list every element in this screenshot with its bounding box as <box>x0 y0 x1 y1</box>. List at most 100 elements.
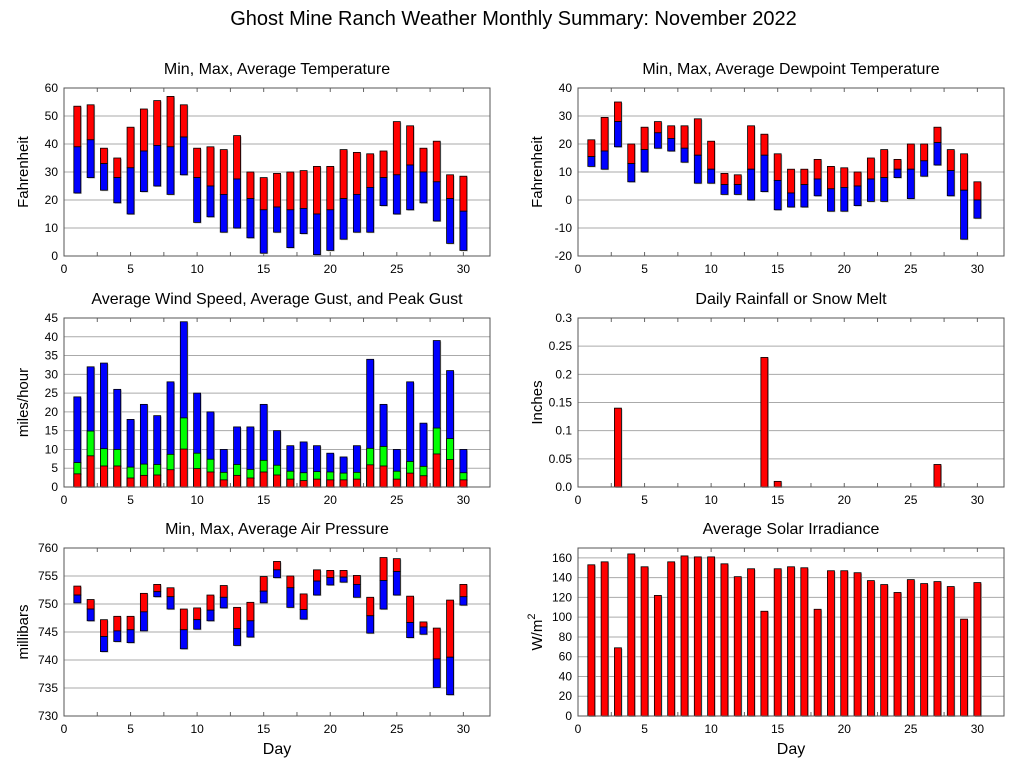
bar-min-segment <box>406 622 415 638</box>
bar-min-segment <box>366 615 375 634</box>
bar-max-segment <box>840 167 849 188</box>
x-tick-label: 0 <box>61 262 68 276</box>
y-tick-label: 40 <box>45 330 59 344</box>
bar-min-segment <box>352 193 361 233</box>
bar-average-wind <box>419 475 428 488</box>
bar-max-segment <box>733 174 742 186</box>
bar-max-segment <box>166 587 175 598</box>
x-tick-label: 15 <box>257 493 271 507</box>
y-tick-label: 10 <box>45 221 59 235</box>
bar-max-segment <box>446 599 454 658</box>
bar-min-segment <box>246 620 255 638</box>
bar-average-wind <box>126 477 135 488</box>
bar-max-segment <box>126 615 135 631</box>
bar-max-segment <box>73 585 82 596</box>
bar-max-segment <box>193 607 202 621</box>
y-axis-label: Fahrenheit <box>15 135 32 208</box>
bar-average-wind <box>366 464 375 488</box>
y-tick-label: 60 <box>559 650 573 664</box>
bar-average-wind <box>246 477 255 488</box>
bar-min-segment <box>126 629 135 644</box>
bar-max-segment <box>179 608 188 631</box>
bar-max-segment <box>379 150 388 179</box>
bar-min-segment <box>707 168 716 184</box>
bar-min-segment <box>86 608 95 622</box>
bar-average-wind <box>326 479 335 488</box>
y-tick-label: 80 <box>559 630 573 644</box>
bar-value <box>640 566 649 717</box>
y-tick-label: 35 <box>45 349 59 363</box>
y-tick-label: 15 <box>45 424 59 438</box>
chart-title: Average Wind Speed, Average Gust, and Pe… <box>91 291 463 308</box>
bar-min-segment <box>286 209 295 249</box>
x-tick-label: 5 <box>127 262 134 276</box>
y-tick-label: 20 <box>559 137 573 151</box>
x-tick-label: 10 <box>704 493 718 507</box>
bar-value <box>667 561 676 717</box>
bar-max-segment <box>773 153 782 181</box>
bar-max-segment <box>352 575 361 585</box>
bar-max-segment <box>946 149 955 172</box>
bar-min-segment <box>153 144 162 187</box>
bar-min-segment <box>166 596 175 610</box>
bar-average-wind <box>73 473 82 488</box>
bar-min-segment <box>339 198 348 240</box>
bar-max-segment <box>933 126 942 143</box>
y-tick-label: 30 <box>45 367 59 381</box>
y-tick-label: 5 <box>51 461 58 475</box>
y-tick-label: 750 <box>38 597 58 611</box>
bar-min-segment <box>206 609 215 622</box>
bar-min-segment <box>153 591 162 598</box>
bar-max-segment <box>166 96 175 148</box>
y-tick-label: 10 <box>559 165 573 179</box>
y-axis-label: millibars <box>15 604 32 659</box>
bar-min-segment <box>459 210 468 251</box>
plot-frame <box>63 547 491 717</box>
bar-max-segment <box>193 147 202 178</box>
bar-average-wind <box>86 455 95 488</box>
plot-frame <box>577 87 1005 257</box>
bar-value <box>614 407 622 488</box>
bar-min-segment <box>733 184 742 195</box>
bar-max-segment <box>392 121 401 176</box>
plot-frame <box>577 547 1005 717</box>
bar-value <box>827 570 835 717</box>
x-tick-label: 25 <box>390 493 404 507</box>
bar-average-wind <box>166 469 175 488</box>
y-tick-label: 120 <box>552 590 572 604</box>
chart-wind: Average Wind Speed, Average Gust, and Pe… <box>15 291 491 507</box>
bar-average-wind <box>432 453 441 488</box>
bar-max-segment <box>313 165 321 215</box>
plot-frame <box>577 317 1005 488</box>
x-tick-label: 20 <box>324 722 338 736</box>
chart-pressure: Min, Max, Average Air Pressure 730 735 740 7… <box>15 521 491 758</box>
bar-min-segment <box>760 154 769 192</box>
chart-title: Average Solar Irradiance <box>703 521 880 538</box>
plot-frame <box>63 317 491 488</box>
bar-average-wind <box>379 465 388 488</box>
bar-average-wind <box>233 474 241 488</box>
bar-max-segment <box>587 139 596 158</box>
bar-value <box>760 357 769 488</box>
bar-min-segment <box>299 609 308 620</box>
bar-max-segment <box>813 158 822 180</box>
x-tick-label: 15 <box>257 262 271 276</box>
bar-min-segment <box>179 136 188 176</box>
bar-value <box>773 568 782 717</box>
bar-max-segment <box>206 146 215 187</box>
bar-min-segment <box>233 628 241 646</box>
y-axis-label: W/m2 <box>526 614 546 651</box>
bar-max-segment <box>299 593 308 610</box>
bar-max-segment <box>406 125 415 166</box>
bar-max-segment <box>693 118 702 156</box>
plot-frame <box>63 87 491 257</box>
bar-max-segment <box>100 147 108 164</box>
bar-min-segment <box>459 596 468 606</box>
bar-average-wind <box>446 459 454 488</box>
bar-max-segment <box>720 172 729 185</box>
x-tick-label: 25 <box>390 262 404 276</box>
bar-min-segment <box>419 626 428 635</box>
x-tick-label: 20 <box>324 493 338 507</box>
y-tick-label: 60 <box>45 81 59 95</box>
x-tick-label: 5 <box>127 722 134 736</box>
